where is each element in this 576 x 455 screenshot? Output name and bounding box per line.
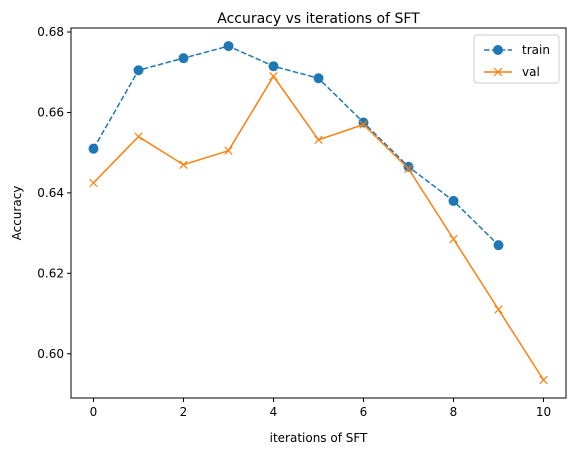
series-val-point [404, 164, 413, 173]
y-tick-label: 0.68 [37, 25, 64, 39]
series-train-point [88, 143, 99, 154]
series-val-point [314, 135, 323, 145]
series-val-point [359, 120, 368, 129]
series-train-point [223, 41, 234, 52]
x-tick-label: 0 [90, 405, 98, 419]
y-tick-label: 0.60 [37, 347, 64, 361]
series-train-point [268, 61, 279, 72]
legend-marker-train [493, 45, 503, 55]
x-tick-label: 8 [450, 405, 458, 419]
axis-ticks: 0 2 4 6 8 10 0.60 0.62 0.64 0.66 0.68 [37, 25, 551, 419]
legend-marker-val [493, 67, 503, 77]
series-val-point [269, 72, 278, 81]
y-tick-label: 0.66 [37, 105, 64, 119]
y-tick-label: 0.64 [37, 186, 64, 200]
series-val-point [179, 160, 188, 169]
series-train-line [92, 45, 500, 246]
chart-title: Accuracy vs iterations of SFT [217, 11, 420, 27]
x-axis-label: iterations of SFT [270, 431, 368, 445]
series-val-point [224, 146, 233, 155]
y-tick-label: 0.62 [37, 266, 64, 280]
legend-label-train: train [522, 43, 550, 57]
series-val-point [134, 132, 143, 141]
plot-area [88, 41, 548, 385]
series-train-point [178, 53, 189, 64]
series-val-point [494, 305, 503, 314]
series-val-point [539, 375, 548, 385]
series-val-point [449, 234, 458, 244]
axes-frame [70, 27, 567, 399]
series-val-point [89, 178, 98, 188]
x-tick-label: 2 [180, 405, 188, 419]
series-val [89, 72, 548, 385]
legend-label-val: val [522, 65, 540, 79]
series-train-point [493, 240, 504, 251]
series-train-point [313, 73, 324, 84]
x-tick-label: 6 [360, 405, 368, 419]
series-train-point [133, 65, 144, 76]
x-tick-label: 10 [536, 405, 551, 419]
series-train-point [448, 195, 459, 206]
series-train-point [403, 161, 414, 172]
y-axis-label: Accuracy [10, 186, 24, 241]
x-tick-label: 4 [270, 405, 278, 419]
legend: train val [473, 34, 560, 84]
